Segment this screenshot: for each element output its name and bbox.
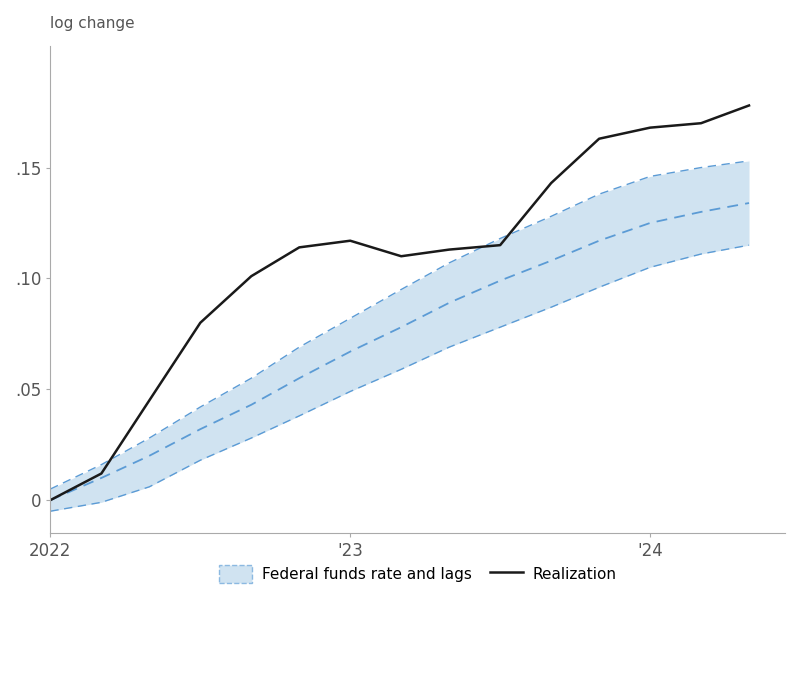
Legend: Federal funds rate and lags, Realization: Federal funds rate and lags, Realization (213, 559, 622, 589)
Text: log change: log change (50, 16, 135, 31)
